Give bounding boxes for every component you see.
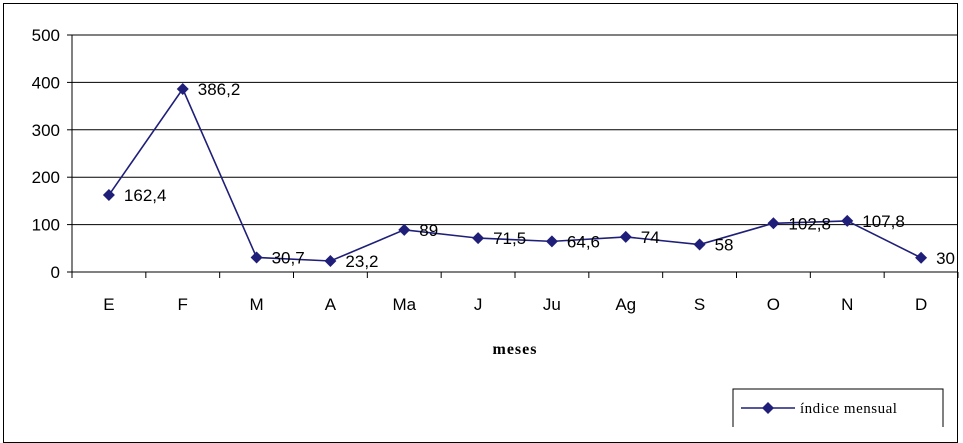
y-tick-label: 300 xyxy=(32,121,60,140)
data-label: 162,4 xyxy=(124,186,167,205)
x-tick-label: Ju xyxy=(543,295,561,314)
x-axis-ticks: E F M A Ma J Ju Ag S O N D xyxy=(71,272,959,314)
y-tick-label: 400 xyxy=(32,73,60,92)
y-tick-label: 0 xyxy=(51,263,60,282)
data-point xyxy=(250,251,263,264)
data-labels: 162,4 386,2 30,7 23,2 89 71,5 64,6 74 58 102,8 107… xyxy=(124,80,955,271)
data-point xyxy=(398,223,411,236)
y-axis-ticks: 0 100 200 300 400 500 xyxy=(32,26,72,282)
data-label: 23,2 xyxy=(345,252,378,271)
legend-marker-icon xyxy=(762,402,774,414)
data-label: 89 xyxy=(419,221,438,240)
data-label: 58 xyxy=(715,236,734,255)
y-tick-label: 100 xyxy=(32,216,60,235)
data-point xyxy=(915,251,928,264)
data-label: 386,2 xyxy=(198,80,241,99)
data-label: 71,5 xyxy=(493,229,526,248)
data-label: 64,6 xyxy=(567,232,600,251)
data-point xyxy=(619,230,632,243)
data-label: 102,8 xyxy=(788,214,831,233)
x-tick-label: M xyxy=(249,295,263,314)
legend: índice mensual xyxy=(732,388,944,427)
x-tick-label: D xyxy=(915,295,927,314)
y-tick-label: 200 xyxy=(32,168,60,187)
data-point xyxy=(693,238,706,251)
data-point xyxy=(102,189,115,202)
data-point xyxy=(767,217,780,230)
line-chart: 0 100 200 300 400 500 E F M A Ma J Ju Ag S O N D 162,4 38… xyxy=(32,26,959,427)
data-point xyxy=(545,235,558,248)
x-tick-label: O xyxy=(767,295,780,314)
x-tick-label: N xyxy=(841,295,853,314)
legend-entry-label: índice mensual xyxy=(800,401,897,417)
data-point xyxy=(841,214,854,227)
data-point xyxy=(176,82,189,95)
x-tick-label: S xyxy=(694,295,705,314)
x-tick-label: Ag xyxy=(615,295,636,314)
series-group xyxy=(102,82,928,268)
data-label: 30,7 xyxy=(272,248,305,267)
x-tick-label: F xyxy=(178,295,188,314)
data-label: 74 xyxy=(641,228,660,247)
x-tick-label: Ma xyxy=(392,295,416,314)
data-label: 107,8 xyxy=(862,212,905,231)
x-tick-label: E xyxy=(103,295,114,314)
data-point xyxy=(324,255,337,268)
x-tick-label: J xyxy=(474,295,483,314)
x-axis-title: meses xyxy=(493,341,538,358)
series-line xyxy=(108,87,922,262)
x-tick-label: A xyxy=(325,295,337,314)
data-point xyxy=(472,232,485,245)
y-tick-label: 500 xyxy=(32,26,60,45)
data-label: 30 xyxy=(936,249,955,268)
